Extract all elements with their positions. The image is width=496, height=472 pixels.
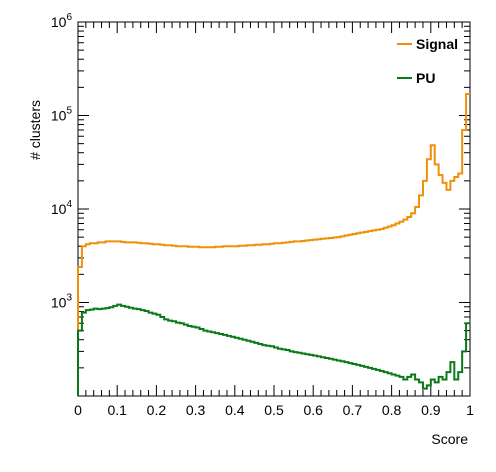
x-tick-label: 1	[466, 402, 474, 418]
x-tick-label: 0.3	[186, 402, 206, 418]
x-tick-labels: 0 0.1 0.2 0.3 0.4 0.5 0.6 0.7 0.8 0.9 1	[74, 402, 474, 418]
y-tick-label: 103	[51, 293, 73, 311]
series-pu-line	[77, 303, 470, 396]
x-tick-label: 0.1	[107, 402, 127, 418]
legend-label: Signal	[416, 36, 458, 52]
y-axis-title: # clusters	[27, 100, 43, 160]
x-tick-label: 0.7	[343, 402, 363, 418]
x-axis-title: Score	[431, 431, 468, 447]
x-tick-label: 0.6	[303, 402, 323, 418]
legend-label: PU	[416, 70, 435, 86]
x-tick-label: 0.5	[264, 402, 284, 418]
x-tick-label: 0	[74, 402, 82, 418]
y-tick-label: 106	[51, 12, 73, 30]
x-tick-label: 0.8	[382, 402, 402, 418]
y-tick-labels: 103 104 105 106	[51, 12, 73, 311]
y-tick-label: 104	[51, 199, 73, 217]
x-tick-label: 0.9	[421, 402, 441, 418]
series-signal-line	[77, 92, 470, 396]
y-tick-label: 105	[51, 106, 73, 124]
series-layer	[77, 92, 470, 396]
legend: Signal PU	[397, 36, 458, 86]
x-tick-label: 0.4	[225, 402, 245, 418]
x-tick-label: 0.2	[147, 402, 167, 418]
